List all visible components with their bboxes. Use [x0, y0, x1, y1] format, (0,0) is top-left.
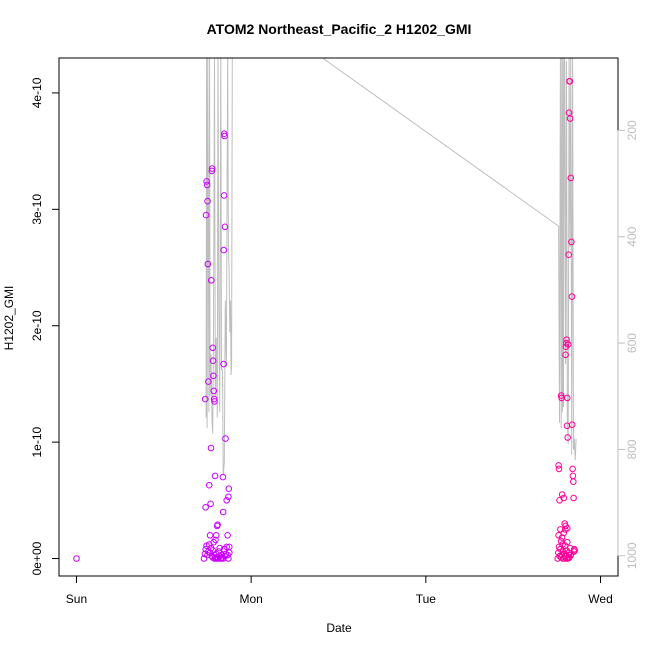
data-point	[569, 472, 577, 480]
data-point	[557, 526, 564, 533]
data-point	[205, 481, 213, 489]
data-point	[210, 395, 218, 403]
data-point	[226, 549, 233, 557]
data-point	[220, 360, 227, 368]
data-point	[208, 277, 215, 284]
y-tick-label: 0e+00	[30, 541, 44, 575]
data-point	[221, 223, 229, 231]
data-point	[568, 421, 576, 429]
data-point	[568, 238, 575, 246]
data-point	[566, 115, 574, 122]
data-point	[209, 344, 216, 352]
data-point	[206, 532, 214, 539]
plot-frame	[58, 57, 619, 577]
data-point	[210, 538, 217, 546]
data-point	[565, 251, 573, 258]
data-point	[219, 473, 227, 481]
data-point	[562, 351, 569, 359]
data-point	[221, 130, 228, 137]
data-point	[564, 554, 572, 561]
data-point	[203, 178, 210, 185]
data-point	[208, 167, 216, 175]
data-point	[557, 537, 565, 545]
data-point	[564, 525, 571, 532]
data-point	[208, 165, 216, 172]
chart-title: ATOM2 Northeast_Pacific_2 H1202_GMI	[207, 21, 472, 37]
data-point	[202, 504, 209, 511]
data-point	[568, 293, 576, 300]
x-tick-label: Tue	[416, 592, 437, 606]
right-tick-label: 200	[625, 120, 639, 140]
y-tick-label: 3e-10	[30, 194, 44, 225]
data-point	[214, 555, 222, 562]
right-tick-label: 600	[625, 333, 639, 353]
data-point	[569, 465, 576, 473]
data-point	[570, 478, 577, 486]
data-point	[560, 529, 568, 537]
data-point	[214, 521, 221, 529]
x-axis-label: Date	[326, 621, 352, 635]
data-point	[212, 532, 220, 539]
right-tick-label: 1000	[625, 542, 639, 569]
data-point	[201, 395, 209, 403]
data-point	[555, 462, 562, 469]
data-point	[210, 387, 218, 395]
data-point	[210, 372, 217, 380]
data-point	[564, 394, 571, 402]
data-point	[203, 181, 211, 189]
plot-area: 0e+00 1e-10 2e-10 3e-10 4e-10 Sun Mon Tue Wed 200…	[30, 57, 639, 606]
data-point	[224, 532, 231, 539]
data-point	[205, 378, 212, 385]
data-point	[200, 555, 208, 562]
data-point	[555, 465, 563, 473]
y-axis-label: H1202_GMI	[2, 286, 16, 351]
data-point	[207, 500, 214, 508]
y-tick-label: 1e-10	[30, 426, 44, 457]
data-point	[202, 211, 210, 219]
data-point	[211, 472, 219, 480]
data-point	[563, 422, 571, 430]
data-point	[225, 493, 232, 501]
data-point	[566, 544, 574, 552]
data-point	[558, 491, 566, 498]
data-point	[225, 485, 233, 493]
data-point	[557, 392, 565, 399]
data-point	[566, 78, 574, 85]
data-point	[560, 494, 568, 502]
data-point	[211, 398, 218, 405]
x-tick-label: Wed	[588, 592, 612, 606]
data-point	[567, 174, 575, 182]
y-tick-label: 2e-10	[30, 310, 44, 341]
x-tick-label: Sun	[66, 592, 87, 606]
data-point	[564, 538, 571, 546]
data-point	[223, 543, 230, 551]
data-point	[220, 246, 227, 254]
data-point	[564, 434, 572, 441]
data-point	[570, 494, 577, 502]
data-point	[564, 341, 572, 348]
data-point	[207, 444, 215, 452]
data-point	[563, 555, 570, 562]
data-point	[220, 192, 228, 199]
data-point	[204, 197, 211, 205]
right-tick-label: 800	[625, 439, 639, 459]
data-point	[204, 260, 212, 268]
data-point	[73, 555, 80, 562]
data-point	[209, 357, 217, 365]
data-point	[222, 435, 229, 442]
right-tick-label: 400	[625, 226, 639, 246]
pressure-line	[205, 58, 577, 477]
data-point	[219, 508, 227, 516]
data-point	[223, 497, 230, 504]
data-point	[221, 132, 228, 140]
data-point	[216, 544, 223, 552]
data-point	[218, 555, 225, 562]
y-tick-label: 4e-10	[30, 77, 44, 108]
x-tick-label: Mon	[239, 592, 262, 606]
